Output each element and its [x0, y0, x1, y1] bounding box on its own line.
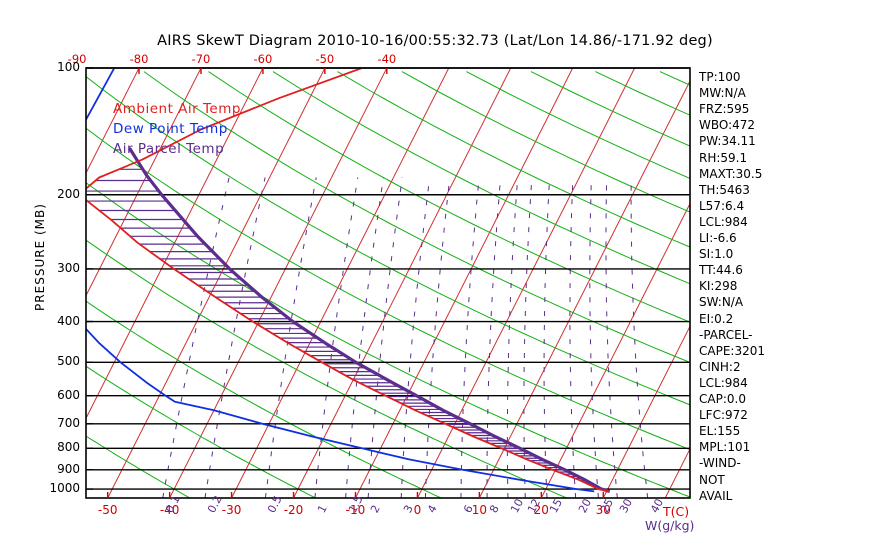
page-title: AIRS SkewT Diagram 2010-10-16/00:55:32.7…: [157, 33, 713, 49]
index-5: RH:59.1: [699, 150, 748, 165]
pressure-tick-8: 900: [57, 461, 80, 476]
index-10: LI:-6.6: [699, 231, 737, 245]
top-temp-tick-5: -70: [191, 52, 211, 66]
index-21: LFC:972: [699, 408, 748, 423]
pressure-tick-4: 500: [57, 354, 80, 369]
index-25: NOT: [699, 472, 725, 487]
index-1: MW:N/A: [699, 86, 746, 101]
index-2: FRZ:595: [699, 102, 750, 117]
index-6: MAXT:30.5: [699, 166, 763, 181]
top-temp-tick-3: -90: [67, 52, 87, 66]
bottom-temp-tick-3: -20: [283, 503, 304, 517]
index-8: L57:6.4: [699, 198, 745, 213]
bottom-temp-tick-2: -30: [221, 503, 242, 517]
bottom-temp-tick-8: 30: [595, 503, 611, 517]
bottom-temp-tick-5: 0: [413, 503, 422, 517]
index-19: LCL:984: [699, 375, 748, 390]
index-12: TT:44.6: [699, 263, 743, 278]
index-4: PW:34.11: [699, 134, 756, 149]
pressure-tick-9: 1000: [49, 481, 80, 496]
top-temp-tick-7: -50: [315, 52, 335, 66]
index-22: EL:155: [699, 424, 741, 439]
legend-item-0: Ambient Air Temp: [113, 101, 241, 117]
index-17: CAPE:3201: [699, 343, 765, 358]
pressure-tick-3: 400: [57, 313, 80, 328]
bottom-temp-tick-7: 20: [533, 503, 549, 517]
index-7: TH:5463: [699, 182, 750, 197]
index-14: SW:N/A: [699, 295, 744, 310]
index-16: -PARCEL-: [699, 327, 753, 342]
pressure-tick-5: 600: [57, 387, 80, 402]
index-9: LCL:984: [699, 214, 748, 229]
index-13: KI:298: [699, 279, 738, 294]
top-temp-tick-6: -60: [253, 52, 273, 66]
index-20: CAP:0.0: [699, 392, 746, 406]
pressure-tick-1: 200: [57, 186, 80, 201]
index-26: AVAIL: [699, 488, 733, 503]
bottom-temp-tick-0: -50: [97, 503, 118, 517]
index-11: SI:1.0: [699, 247, 734, 262]
bottom-temp-tick-6: 10: [471, 503, 487, 517]
index-23: MPL:101: [699, 440, 751, 455]
pressure-tick-2: 300: [57, 260, 80, 275]
index-3: WBO:472: [699, 118, 756, 133]
temperature-axis-label: T(C): [663, 504, 690, 519]
top-temp-tick-4: -80: [129, 52, 149, 66]
index-0: TP:100: [699, 70, 741, 84]
pressure-tick-6: 700: [57, 415, 80, 430]
top-temp-tick-8: -40: [377, 52, 397, 66]
pressure-tick-0: 100: [57, 60, 80, 74]
index-24: -WIND-: [699, 456, 741, 471]
index-15: EI:0.2: [699, 311, 734, 326]
mixing-ratio-axis-label: W(g/kg): [645, 518, 695, 533]
legend-item-2: Air Parcel Temp: [113, 141, 225, 157]
legend-item-1: Dew Point Temp: [113, 121, 228, 137]
bottom-temp-tick-1: -40: [159, 503, 180, 517]
bottom-temp-tick-4: -10: [345, 503, 366, 517]
index-18: CINH:2: [699, 359, 741, 374]
pressure-tick-7: 800: [57, 440, 80, 455]
